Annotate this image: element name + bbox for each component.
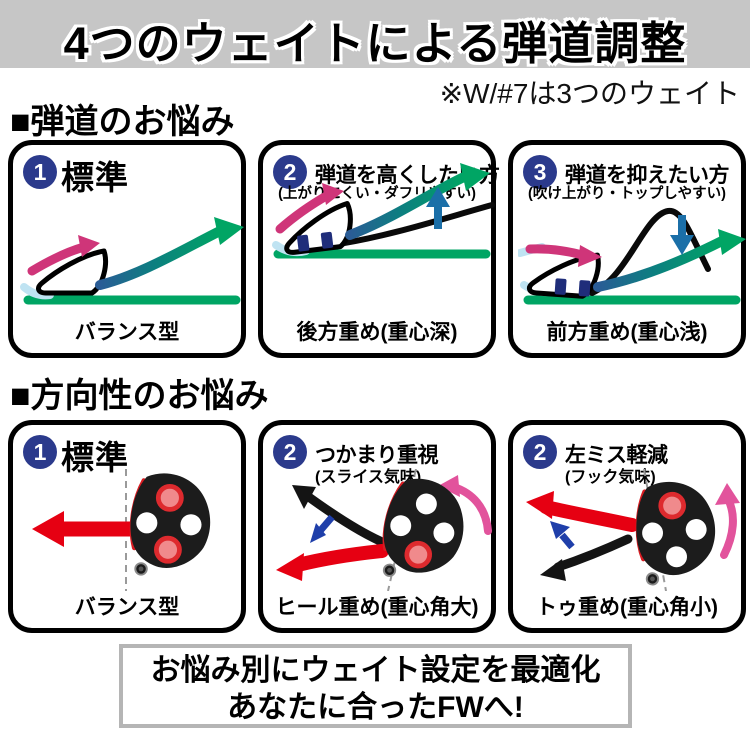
- correction-arrow-icon: [310, 514, 335, 543]
- trajectory-arrow-icon: [345, 163, 490, 240]
- direction-card-standard: 1 標準 バランス型: [8, 420, 246, 633]
- card-number-badge: 3: [523, 155, 557, 189]
- clubhead-icon: [129, 473, 211, 576]
- card-number-badge: 2: [273, 435, 307, 469]
- card-caption: バランス型: [74, 321, 180, 344]
- header-banner: 4つのウェイトによる弾道調整: [0, 0, 750, 69]
- trajectory-illustration-lower: [518, 208, 746, 305]
- card-subtitle: (吹け上がり・トップしやすい): [527, 186, 726, 202]
- hook-path-arrow-icon: [540, 534, 633, 581]
- golf-club-icon: [36, 248, 108, 296]
- weight-port-white: [415, 493, 437, 515]
- face-open-rotation-arrow-icon: [715, 483, 740, 559]
- section-heading-trajectory: ■弾道のお悩み: [10, 103, 235, 141]
- weight-port-white: [642, 522, 664, 544]
- correction-arrow-icon: [550, 521, 575, 550]
- clubhead-icon: [382, 478, 464, 577]
- direction-card-row: 1 標準 バランス型: [8, 420, 746, 633]
- card-caption: 前方重め(重心浅): [546, 321, 708, 344]
- weight-port-white: [685, 519, 707, 540]
- card-title: 弾道を抑えたい方: [565, 164, 730, 187]
- direction-card-antislice: 2 つかまり重視 (スライス気味): [258, 420, 496, 633]
- flight-down-arrow-icon: [670, 215, 694, 255]
- weight-port-white: [666, 546, 688, 568]
- golf-club-icon: [284, 201, 353, 255]
- trajectory-card-higher: 2 弾道を高くしたい方 (上がりにくい・ダフリやすい): [258, 140, 500, 358]
- slice-path-arrow-icon: [292, 485, 385, 546]
- trajectory-card-standard: 1 標準: [8, 140, 246, 358]
- direction-card-antihook: 2 左ミス軽減 (フック気味): [508, 420, 746, 633]
- swing-arrow-icon: [525, 244, 602, 267]
- straight-shot-arrow-icon: [32, 511, 134, 547]
- card-caption: ヒール重め(重心角大): [275, 596, 479, 619]
- weight-port-white: [390, 515, 412, 537]
- rear-weight: [297, 234, 310, 252]
- card-subtitle: (スライス気味): [315, 469, 422, 486]
- card-caption: 後方重め(重心深): [296, 321, 458, 344]
- rear-weight: [320, 231, 334, 249]
- weight-port-red-toe: [658, 491, 686, 520]
- trajectory-arrow-icon: [593, 229, 746, 292]
- card-subtitle: (フック気味): [565, 469, 656, 486]
- direction-illustration-antihook: [526, 469, 740, 591]
- previous-trajectory-line: [329, 202, 495, 248]
- trajectory-card-row: 1 標準: [8, 140, 746, 358]
- card-caption: トゥ重め(重心角小): [536, 596, 718, 619]
- trajectory-illustration-higher: [272, 163, 495, 259]
- trajectory-illustration-standard: [20, 217, 244, 305]
- weight-port-white: [433, 522, 455, 544]
- front-weight: [578, 280, 591, 297]
- draw-shot-arrow-icon: [276, 544, 389, 581]
- clubhead-icon: [635, 481, 716, 586]
- weight-port-red: [155, 483, 184, 512]
- summary-line-2: あなたに合ったFWへ!: [227, 691, 524, 724]
- trajectory-arrow-icon: [95, 217, 244, 290]
- direction-illustration-standard: [32, 469, 211, 591]
- weight-port-red: [154, 535, 182, 564]
- card-title: つかまり重視: [315, 444, 439, 467]
- trajectory-card-lower: 3 弾道を抑えたい方 (吹け上がり・トップしやすい): [508, 140, 746, 358]
- face-close-rotation-arrow-icon: [438, 475, 492, 535]
- card-number-badge: 1: [23, 155, 57, 189]
- card-title: 左ミス軽減: [565, 444, 668, 467]
- direction-illustration-antislice: [276, 469, 492, 591]
- page-title: 4つのウェイトによる弾道調整: [63, 18, 687, 69]
- fade-shot-arrow-icon: [526, 491, 639, 532]
- card-title: 標準: [61, 159, 129, 196]
- summary-box: お悩み別にウェイト設定を最適化 あなたに合ったFWへ!: [119, 644, 632, 728]
- section-heading-direction: ■方向性のお悩み: [10, 377, 269, 415]
- card-number-badge: 2: [523, 435, 557, 469]
- weight-count-note: ※W/#7は3つのウェイト: [439, 78, 740, 109]
- card-caption: バランス型: [74, 596, 180, 619]
- swing-arrow-icon: [27, 235, 100, 276]
- summary-line-1: お悩み別にウェイト設定を最適化: [150, 654, 601, 687]
- launch-up-arrow-icon: [426, 187, 450, 229]
- front-weight: [554, 278, 567, 295]
- swing-arrow-icon: [275, 183, 344, 234]
- card-number-badge: 1: [23, 435, 57, 469]
- weight-port-white: [136, 512, 158, 534]
- card-number-badge: 2: [273, 155, 307, 189]
- weight-port-white: [180, 514, 202, 536]
- weight-port-red-heel: [404, 540, 433, 569]
- card-title: 標準: [61, 439, 129, 476]
